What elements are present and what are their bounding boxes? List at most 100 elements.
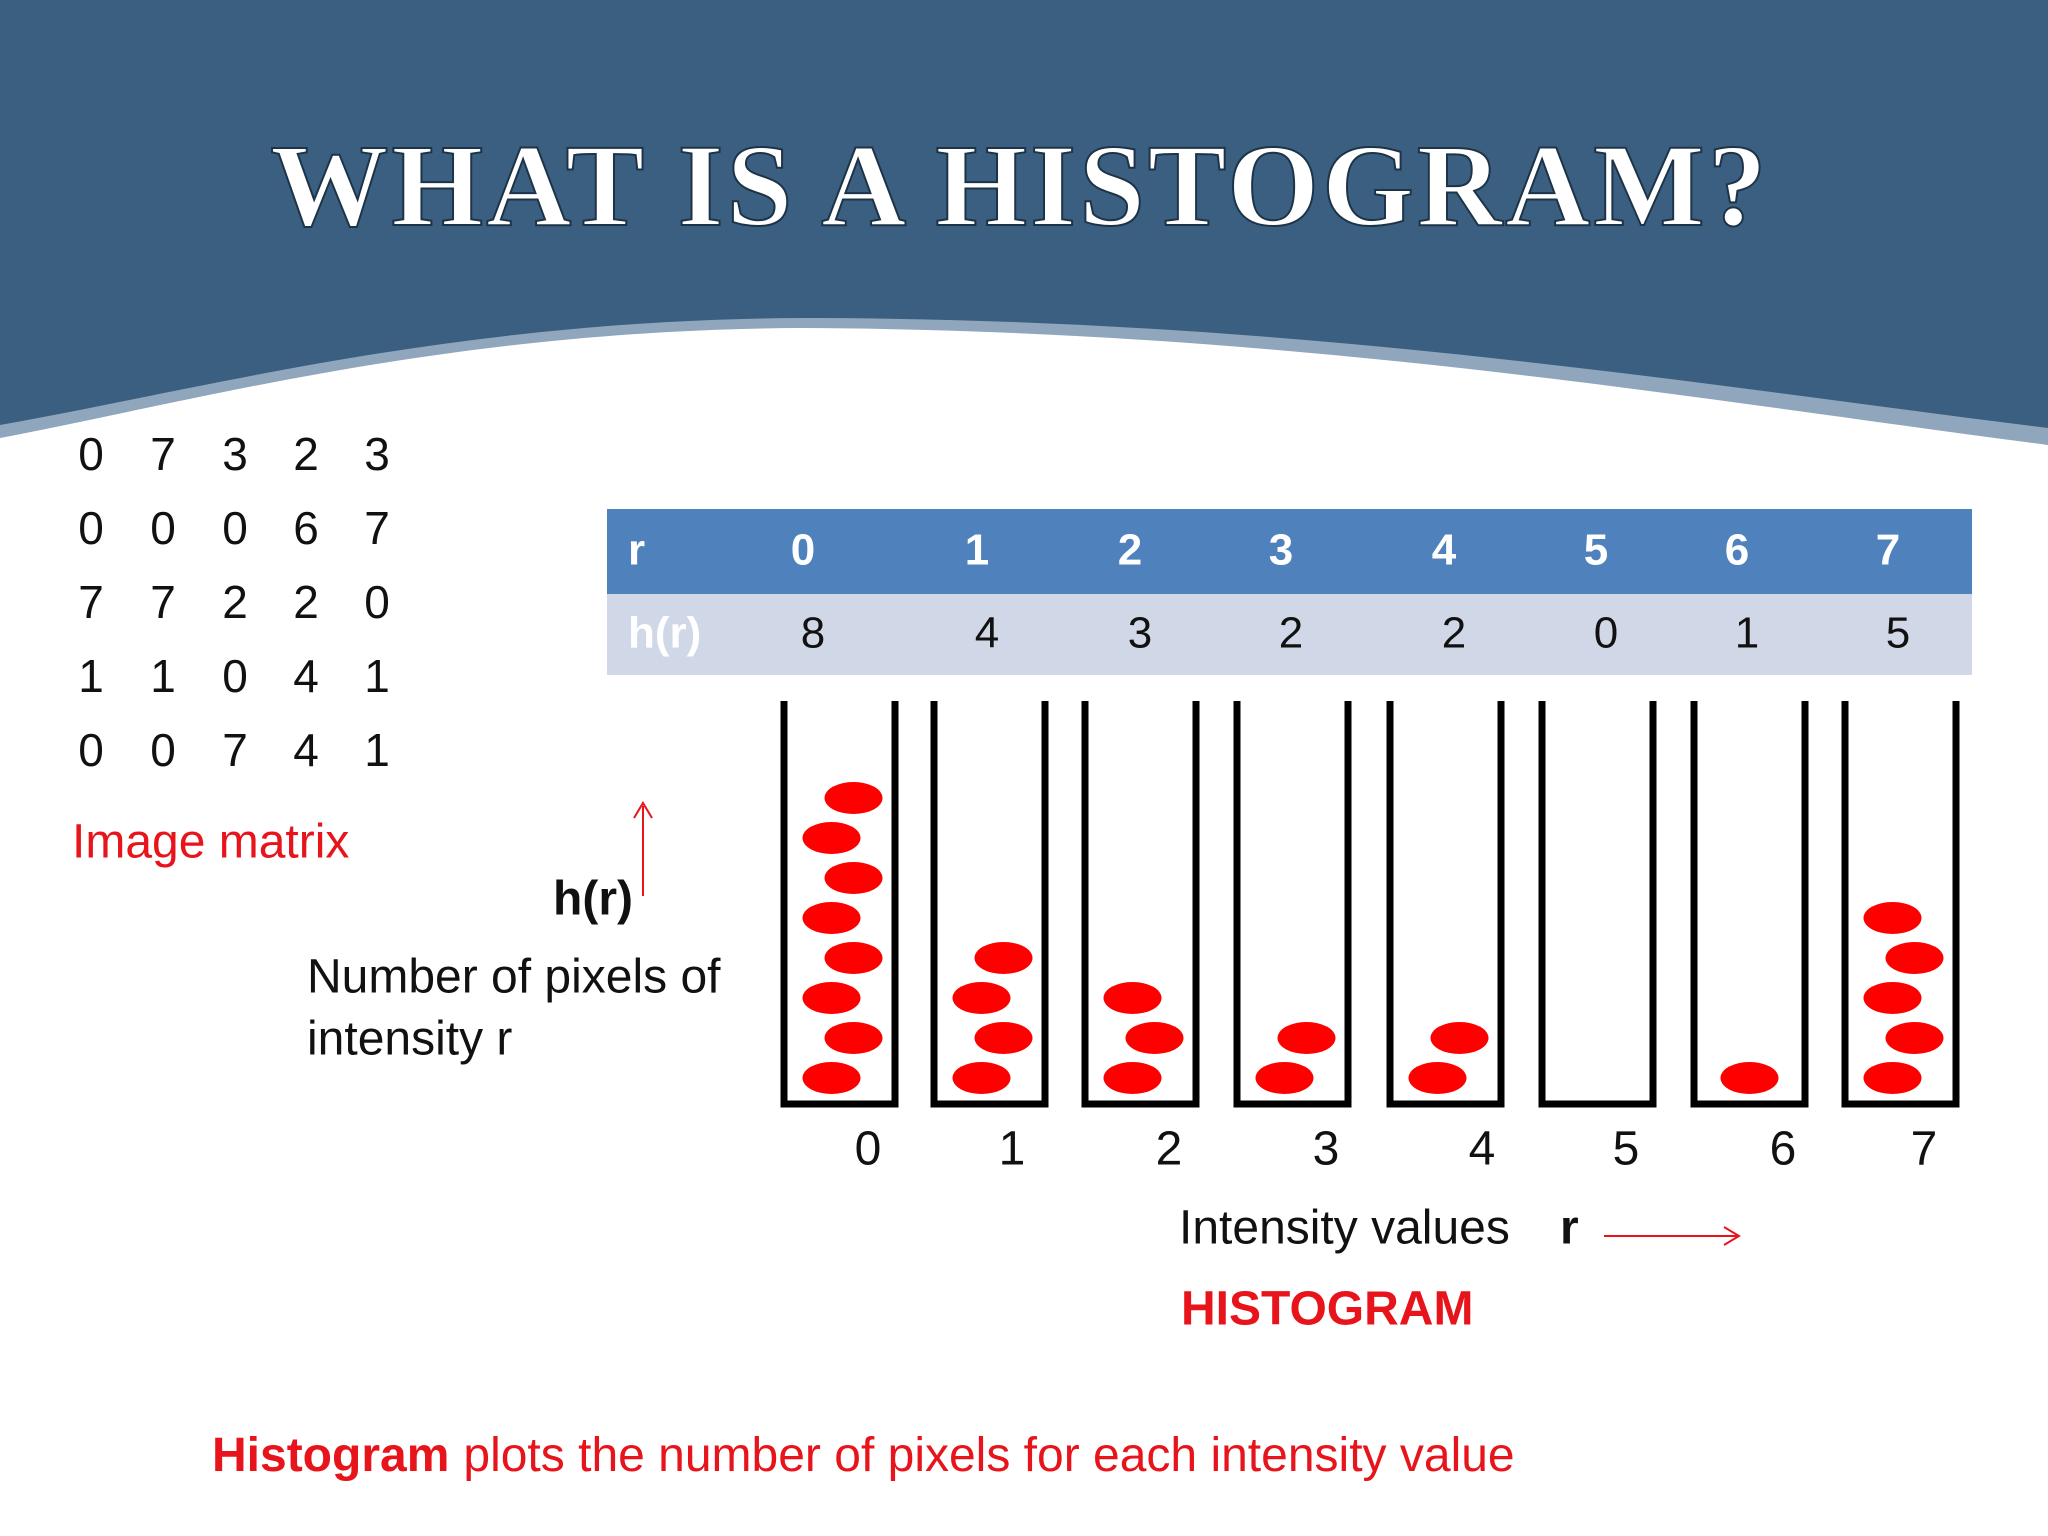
matrix-cell: 0 xyxy=(150,724,176,776)
table-count: 8 xyxy=(801,609,825,658)
bin xyxy=(1841,701,1960,1108)
pixel-dot xyxy=(824,862,883,894)
image-matrix: 0 7 3 2 30 0 0 6 77 7 2 2 01 1 0 4 10 0 7 4 1 xyxy=(78,428,390,776)
histogram: 0 1 2 3 4 5 6 7 xyxy=(780,701,1960,1176)
y-arrow-head xyxy=(633,801,653,819)
pixel-dot xyxy=(952,982,1011,1014)
pixel-dot xyxy=(1277,1022,1336,1054)
pixel-dot xyxy=(1103,1062,1162,1094)
x-tick-label: 2 xyxy=(1156,1123,1183,1176)
pixel-dot xyxy=(1430,1022,1489,1054)
matrix-cell: 1 xyxy=(364,724,390,776)
matrix-cell: 1 xyxy=(150,650,176,702)
histogram-caption: HISTOGRAM xyxy=(1181,1283,1473,1336)
matrix-cell: 7 xyxy=(150,428,176,480)
header-band xyxy=(0,0,2048,428)
pixel-dot xyxy=(1408,1062,1467,1094)
matrix-cell: 2 xyxy=(293,428,319,480)
pixel-dot xyxy=(974,1022,1033,1054)
pixel-dot xyxy=(1255,1062,1314,1094)
matrix-cell: 7 xyxy=(364,502,390,554)
matrix-cell: 0 xyxy=(78,428,104,480)
pixel-dot xyxy=(952,1062,1011,1094)
pixel-dot xyxy=(1863,902,1922,934)
y-description: intensity r xyxy=(307,1013,512,1066)
x-tick-label: 1 xyxy=(999,1123,1026,1176)
table-intensity: 6 xyxy=(1725,526,1749,575)
pixel-dot xyxy=(1885,942,1944,974)
matrix-cell: 2 xyxy=(222,576,248,628)
x-tick-label: 3 xyxy=(1313,1123,1340,1176)
bin xyxy=(1233,701,1352,1108)
matrix-caption: Image matrix xyxy=(72,816,349,869)
matrix-cell: 0 xyxy=(222,650,248,702)
matrix-cell: 0 xyxy=(364,576,390,628)
histogram-table: r h(r) 0 8 1 4 2 3 3 2 4 2 5 0 6 1 7 5 xyxy=(607,509,1972,675)
matrix-cell: 0 xyxy=(150,502,176,554)
pixel-dot xyxy=(802,982,861,1014)
x-tick-label: 5 xyxy=(1613,1123,1640,1176)
y-axis-label: h(r) xyxy=(553,873,633,926)
x-tick-label: 6 xyxy=(1770,1123,1797,1176)
table-intensity: 2 xyxy=(1118,526,1142,575)
matrix-cell: 0 xyxy=(78,502,104,554)
table-count: 2 xyxy=(1279,609,1303,658)
bin xyxy=(1081,701,1200,1108)
bin xyxy=(930,701,1049,1108)
table-count: 0 xyxy=(1594,609,1618,658)
pixel-dot xyxy=(1863,982,1922,1014)
pixel-dot xyxy=(1885,1022,1944,1054)
pixel-dot xyxy=(1720,1062,1779,1094)
matrix-cell: 1 xyxy=(364,650,390,702)
matrix-cell: 3 xyxy=(222,428,248,480)
matrix-cell: 0 xyxy=(78,724,104,776)
table-count: 3 xyxy=(1128,609,1152,658)
matrix-cell: 1 xyxy=(78,650,104,702)
pixel-dot xyxy=(802,902,861,934)
matrix-cell: 3 xyxy=(364,428,390,480)
pixel-dot xyxy=(1863,1062,1922,1094)
pixel-dot xyxy=(824,942,883,974)
table-count: 2 xyxy=(1442,609,1466,658)
table-intensity: 5 xyxy=(1584,526,1608,575)
table-intensity: 0 xyxy=(791,526,815,575)
bin xyxy=(780,701,899,1108)
x-axis-label: Intensity values xyxy=(1179,1202,1510,1255)
footer: Histogram plots the number of pixels for … xyxy=(212,1429,1515,1482)
matrix-cell: 0 xyxy=(222,502,248,554)
x-tick-label: 4 xyxy=(1469,1123,1496,1176)
pixel-dot xyxy=(802,1062,861,1094)
table-intensity: 7 xyxy=(1876,526,1900,575)
pixel-dot xyxy=(802,822,861,854)
table-intensity: 4 xyxy=(1432,526,1457,575)
matrix-cell: 4 xyxy=(293,650,319,702)
table-count: 5 xyxy=(1886,609,1910,658)
matrix-cell: 7 xyxy=(150,576,176,628)
table-intensity: 3 xyxy=(1269,526,1293,575)
bin xyxy=(1538,701,1657,1108)
table-count: 4 xyxy=(975,609,999,658)
bin xyxy=(1386,701,1505,1108)
footer-emphasis: Histogram xyxy=(212,1429,449,1482)
matrix-cell: 7 xyxy=(222,724,248,776)
table-count-row xyxy=(607,594,1972,675)
table-count: 1 xyxy=(1735,609,1759,658)
matrix-cell: 2 xyxy=(293,576,319,628)
pixel-dot xyxy=(824,782,883,814)
matrix-cell: 4 xyxy=(293,724,319,776)
x-tick-label: 0 xyxy=(855,1123,882,1176)
x-arrow-head xyxy=(1723,1226,1741,1246)
table-intensity: 1 xyxy=(965,526,989,575)
table-count-label: h(r) xyxy=(628,609,701,658)
matrix-cell: 6 xyxy=(293,502,319,554)
footer-text: plots the number of pixels for each inte… xyxy=(463,1429,1514,1482)
table-header-row xyxy=(607,509,1972,594)
table-header-label: r xyxy=(628,526,645,575)
pixel-dot xyxy=(974,942,1033,974)
x-axis-symbol: r xyxy=(1560,1202,1579,1255)
matrix-cell: 7 xyxy=(78,576,104,628)
x-tick-label: 7 xyxy=(1911,1123,1938,1176)
pixel-dot xyxy=(1125,1022,1184,1054)
y-description: Number of pixels of xyxy=(307,951,721,1004)
